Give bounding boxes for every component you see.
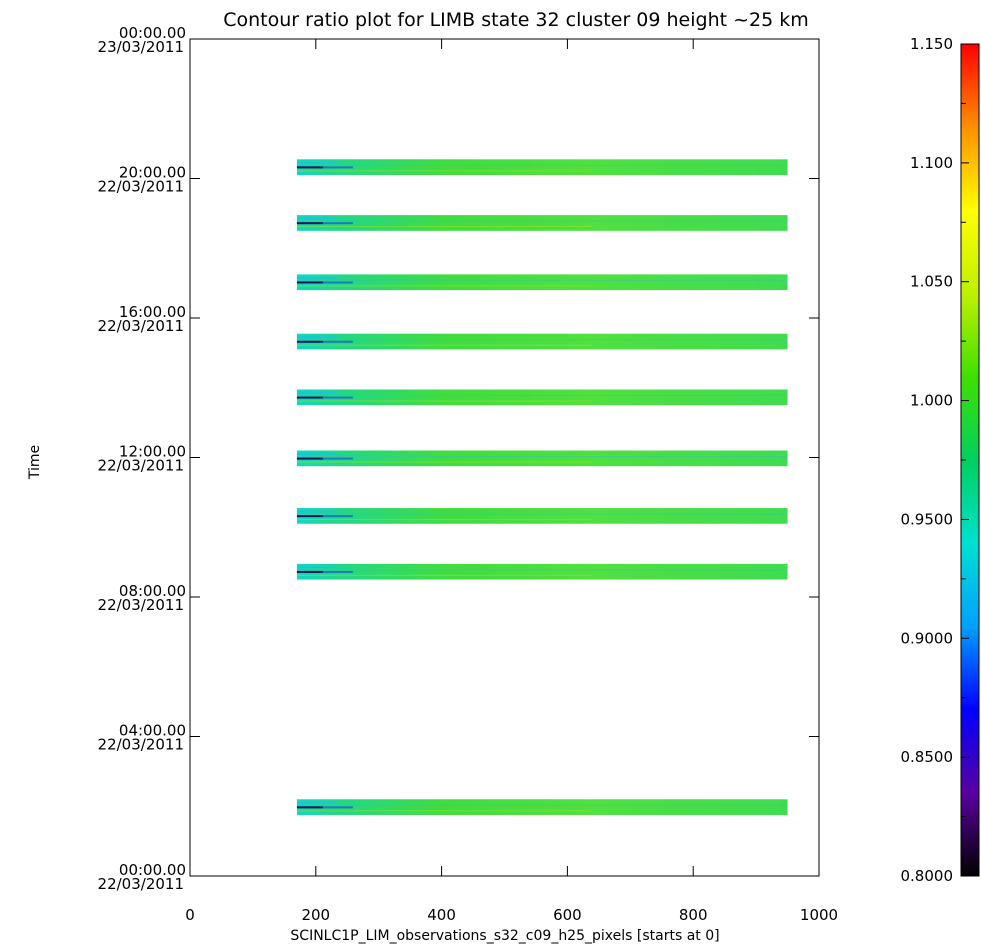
x-tick-label: 600	[553, 906, 582, 924]
y-axis: 00:00.0022/03/201104:00.0022/03/201108:0…	[98, 24, 819, 893]
observation-band	[296, 799, 788, 815]
observation-band	[296, 215, 788, 231]
band-edge-streak	[296, 566, 337, 569]
x-tick-label: 400	[427, 906, 456, 924]
band-edge-streak	[296, 801, 337, 804]
band-texture-line	[296, 170, 592, 172]
observation-bands	[296, 159, 788, 815]
band-low-ratio-streak	[322, 166, 353, 169]
observation-band	[296, 389, 788, 406]
band-low-ratio-streak	[296, 340, 323, 343]
band-edge-streak	[296, 452, 337, 455]
y-tick-time-label: 12:00.00	[119, 443, 186, 461]
band-texture-line	[296, 810, 592, 812]
x-tick-label: 800	[679, 906, 708, 924]
band-edge-streak	[296, 391, 337, 394]
band-texture-line	[296, 279, 788, 281]
colorbar-ticks: 0.8000 0.8500 0.9000 0.9500 1.000 1.050 1.100 1…	[901, 35, 969, 885]
band-edge-streak	[296, 217, 337, 220]
band-low-ratio-streak	[296, 222, 323, 225]
band-low-ratio-streak	[322, 396, 353, 399]
band-texture-line	[296, 513, 788, 515]
y-tick-date-label: 22/03/2011	[98, 736, 184, 754]
y-tick-time-label: 20:00.00	[119, 164, 186, 182]
band-texture-line	[296, 344, 592, 346]
band-low-ratio-streak	[322, 806, 353, 809]
x-axis-label: SCINLC1P_LIM_observations_s32_c09_h25_pi…	[290, 928, 719, 944]
observation-band	[296, 333, 788, 350]
y-tick-date-label: 22/03/2011	[98, 596, 184, 614]
y-tick-date-label: 22/03/2011	[98, 457, 184, 475]
band-texture-line	[296, 220, 788, 222]
band-low-ratio-streak	[322, 515, 353, 518]
colorbar-tick-label: 0.9000	[901, 629, 954, 647]
band-low-ratio-streak	[322, 340, 353, 343]
band-edge-streak	[296, 510, 337, 513]
x-tick-label: 200	[301, 906, 330, 924]
observation-band	[296, 274, 788, 291]
observation-band	[296, 159, 788, 176]
colorbar-tick-label: 1.000	[910, 392, 953, 410]
y-tick-date-label: 22/03/2011	[98, 875, 184, 893]
band-edge-streak	[296, 161, 337, 164]
band-low-ratio-streak	[296, 396, 323, 399]
band-texture-line	[296, 574, 592, 576]
band-low-ratio-streak	[296, 570, 323, 573]
x-tick-label: 0	[185, 906, 195, 924]
y-tick-date-label: 23/03/2011	[98, 38, 184, 56]
band-texture-line	[296, 226, 592, 228]
y-tick-time-label: 16:00.00	[119, 303, 186, 321]
observation-band	[296, 563, 788, 580]
observation-band	[296, 508, 788, 524]
y-axis-label: Time	[27, 445, 43, 480]
colorbar-tick-label: 0.9500	[901, 510, 954, 528]
y-tick-date-label: 22/03/2011	[98, 178, 184, 196]
band-texture-line	[296, 164, 788, 166]
y-tick-time-label: 04:00.00	[119, 722, 186, 740]
colorbar-tick-label: 1.150	[910, 35, 953, 53]
band-texture-line	[296, 519, 592, 521]
band-texture-line	[296, 285, 592, 287]
y-tick-time-label: 00:00.00	[119, 861, 186, 879]
colorbar-tick-label: 0.8000	[901, 867, 954, 885]
band-texture-line	[296, 394, 788, 396]
y-tick-time-label: 00:00.00	[119, 24, 186, 42]
observation-band	[296, 450, 788, 467]
band-texture-line	[296, 456, 788, 458]
colorbar-tick-label: 0.8500	[901, 748, 954, 766]
y-tick-date-label: 22/03/2011	[98, 317, 184, 335]
band-texture-line	[296, 461, 592, 463]
colorbar-tick-label: 1.050	[910, 273, 953, 291]
band-texture-line	[296, 400, 592, 402]
band-edge-streak	[296, 276, 337, 279]
y-tick-time-label: 08:00.00	[119, 582, 186, 600]
x-axis: 0 200 400 600 800 1000	[185, 39, 838, 924]
band-low-ratio-streak	[322, 281, 353, 284]
band-texture-line	[296, 804, 788, 806]
band-edge-streak	[296, 336, 337, 339]
band-low-ratio-streak	[322, 457, 353, 460]
band-texture-line	[296, 339, 788, 341]
x-tick-label: 1000	[800, 906, 838, 924]
band-low-ratio-streak	[322, 222, 353, 225]
band-low-ratio-streak	[296, 457, 323, 460]
band-low-ratio-streak	[296, 281, 323, 284]
chart-title: Contour ratio plot for LIMB state 32 clu…	[223, 9, 809, 31]
band-texture-line	[296, 569, 788, 571]
band-low-ratio-streak	[296, 515, 323, 518]
band-low-ratio-streak	[322, 570, 353, 573]
band-low-ratio-streak	[296, 806, 323, 809]
band-low-ratio-streak	[296, 166, 323, 169]
colorbar-tick-label: 1.100	[910, 154, 953, 172]
